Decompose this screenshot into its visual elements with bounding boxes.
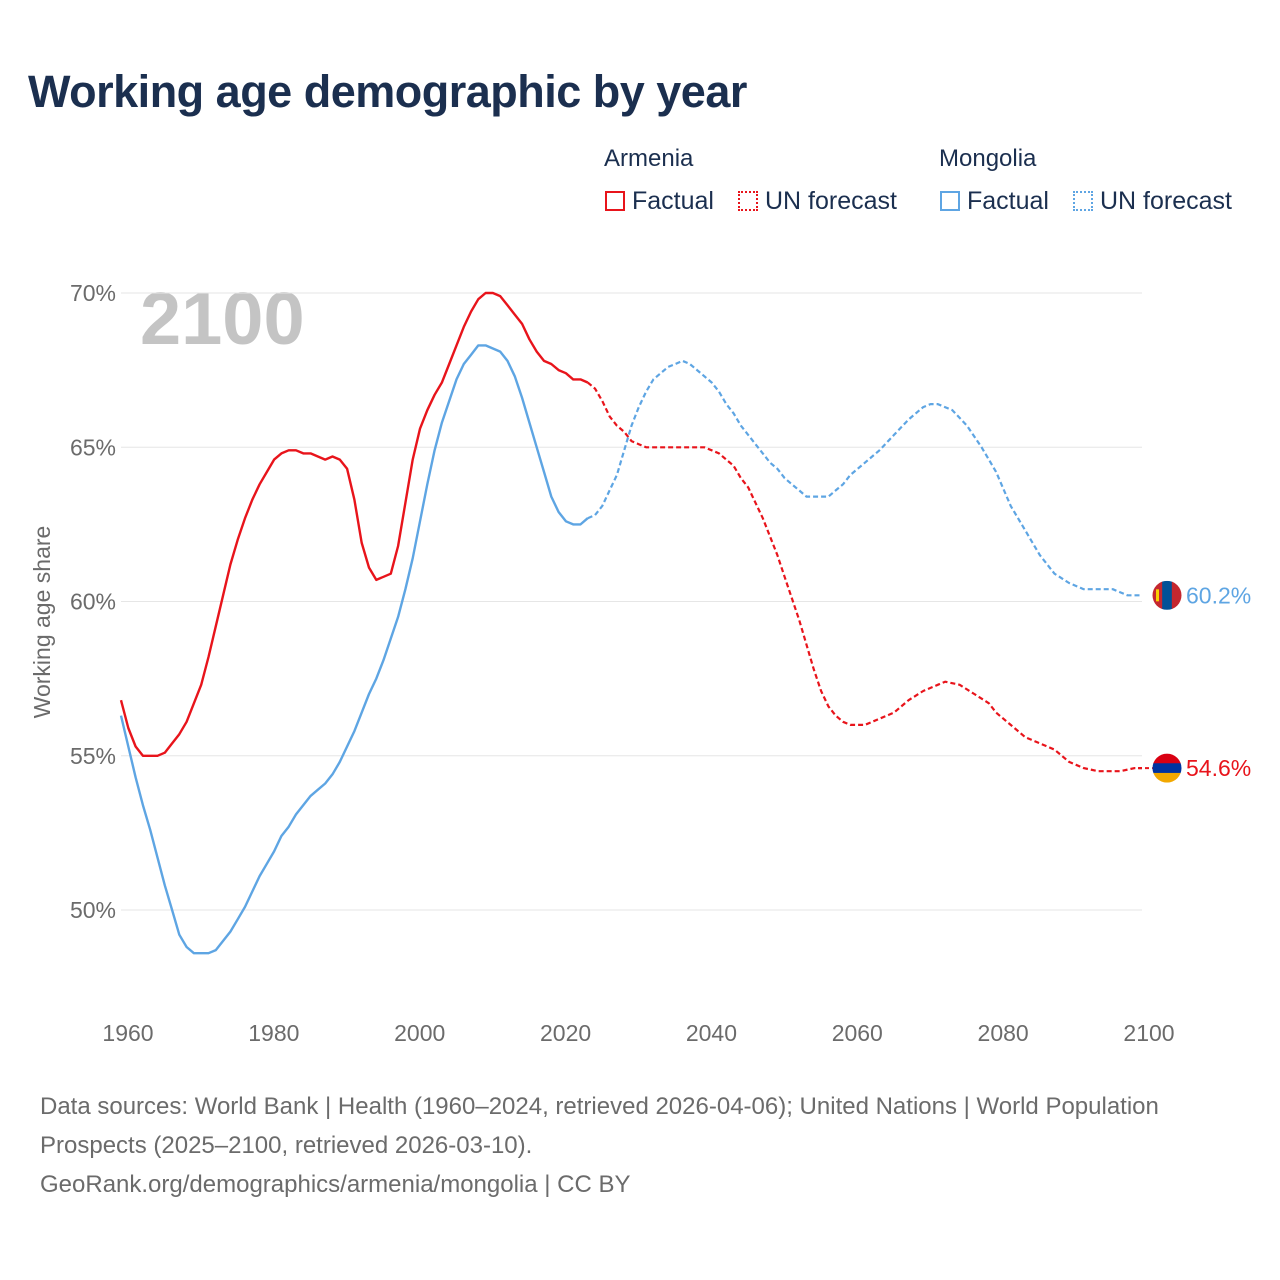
armenia-flag-stripe xyxy=(1152,753,1182,764)
data-sources-note: Data sources: World Bank | Health (1960–… xyxy=(40,1093,1159,1159)
mongolia-end-value-label: 60.2% xyxy=(1186,582,1251,608)
armenia-forecast-line xyxy=(586,381,1142,773)
legend-armenia-factual-swatch xyxy=(605,191,625,211)
footer: Data sources: World Bank | Health (1960–… xyxy=(40,1087,1220,1204)
mongolia-flag-icon xyxy=(1152,580,1182,610)
mongolia-flag-stripe xyxy=(1162,580,1173,610)
legend-group-mongolia: Mongolia xyxy=(939,145,1037,172)
x-tick-label: 1960 xyxy=(102,1020,153,1046)
mongolia-forecast-line xyxy=(587,359,1142,597)
legend-armenia-factual[interactable]: Factual xyxy=(605,187,714,215)
armenia-flag-icon xyxy=(1152,753,1182,783)
x-tick-label: 2060 xyxy=(832,1020,883,1046)
mongolia-flag-stripe xyxy=(1171,580,1182,610)
x-tick-label: 1980 xyxy=(248,1020,299,1046)
legend-mongolia-forecast-label: UN forecast xyxy=(1100,186,1232,215)
legend-armenia-forecast[interactable]: UN forecast xyxy=(738,187,897,215)
x-tick-label: 2100 xyxy=(1123,1020,1174,1046)
legend-mongolia-factual-swatch xyxy=(940,191,960,211)
y-tick-label: 60% xyxy=(70,589,116,615)
x-tick-label: 2020 xyxy=(540,1020,591,1046)
y-tick-label: 55% xyxy=(70,743,116,769)
legend-armenia-forecast-label: UN forecast xyxy=(765,186,897,215)
line-chart: 2100 50% 55% 60% 65% 70% 1960 1980 2000 2020 2040 2… xyxy=(29,277,1251,1046)
y-tick-label: 50% xyxy=(70,897,116,923)
x-tick-label: 2000 xyxy=(394,1020,445,1046)
armenia-end-value-label: 54.6% xyxy=(1186,755,1251,781)
y-tick-label: 65% xyxy=(70,434,116,460)
armenia-flag-stripe xyxy=(1152,772,1182,783)
legend-mongolia-factual-label: Factual xyxy=(967,186,1049,215)
armenia-flag-stripe xyxy=(1152,763,1182,774)
legend-mongolia-forecast[interactable]: UN forecast xyxy=(1073,187,1232,215)
legend-mongolia-factual[interactable]: Factual xyxy=(940,187,1049,215)
legend-armenia-factual-label: Factual xyxy=(632,186,714,215)
year-watermark: 2100 xyxy=(140,277,305,360)
y-tick-label: 70% xyxy=(70,280,116,306)
x-tick-label: 2040 xyxy=(686,1020,737,1046)
legend-mongolia-forecast-swatch xyxy=(1073,191,1093,211)
legend-group-armenia: Armenia xyxy=(604,145,694,172)
x-tick-label: 2080 xyxy=(978,1020,1029,1046)
credit-note: GeoRank.org/demographics/armenia/mongoli… xyxy=(40,1171,631,1198)
mongolia-factual-line xyxy=(119,344,589,955)
legend-armenia-forecast-swatch xyxy=(738,191,758,211)
y-axis-title: Working age share xyxy=(29,526,55,719)
mongolia-flag-soyombo xyxy=(1156,589,1159,602)
armenia-factual-line xyxy=(119,291,589,757)
chart-title: Working age demographic by year xyxy=(28,66,747,117)
